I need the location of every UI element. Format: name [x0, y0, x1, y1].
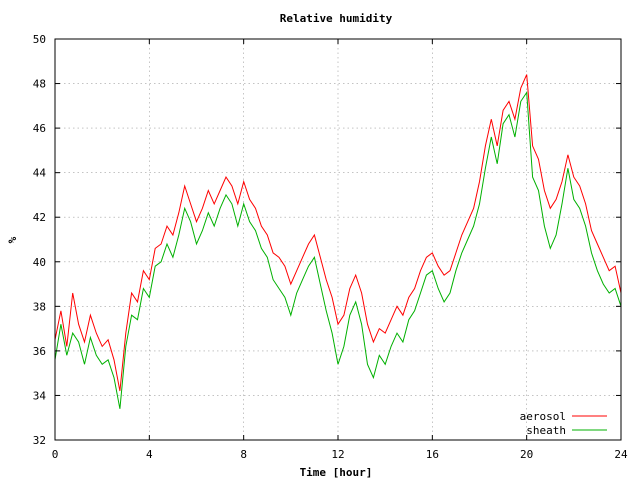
y-tick-label: 44: [33, 167, 47, 180]
legend-label-sheath: sheath: [526, 424, 566, 437]
y-tick-label: 48: [33, 78, 46, 91]
y-tick-labels: 32 34 36 38 40 42 44 46 48 50: [33, 33, 47, 447]
series-line-aerosol: [54, 74, 622, 392]
x-tick-label: 4: [146, 448, 153, 461]
x-tick-label: 16: [426, 448, 439, 461]
x-axis-label: Time [hour]: [300, 466, 373, 479]
y-tick-label: 50: [33, 33, 46, 46]
x-tick-label: 12: [331, 448, 344, 461]
y-tick-label: 32: [33, 434, 46, 447]
y-tick-label: 38: [33, 300, 46, 313]
y-tick-label: 46: [33, 122, 46, 135]
grid: [55, 39, 621, 440]
ticks: [54, 38, 622, 441]
y-axis-label: %: [6, 236, 19, 243]
x-tick-label: 0: [52, 448, 59, 461]
y-tick-label: 42: [33, 211, 46, 224]
x-tick-label: 8: [240, 448, 247, 461]
series-layer: [54, 74, 622, 409]
x-tick-label: 24: [614, 448, 628, 461]
y-tick-label: 34: [33, 389, 47, 402]
chart-title: Relative humidity: [280, 12, 393, 25]
y-tick-label: 36: [33, 345, 46, 358]
series-line-sheath: [54, 90, 622, 409]
x-tick-labels: 0 4 8 12 16 20 24: [52, 448, 628, 461]
y-tick-label: 40: [33, 256, 46, 269]
plot-frame: [54, 38, 622, 441]
x-tick-label: 20: [520, 448, 533, 461]
legend-label-aerosol: aerosol: [520, 410, 566, 423]
